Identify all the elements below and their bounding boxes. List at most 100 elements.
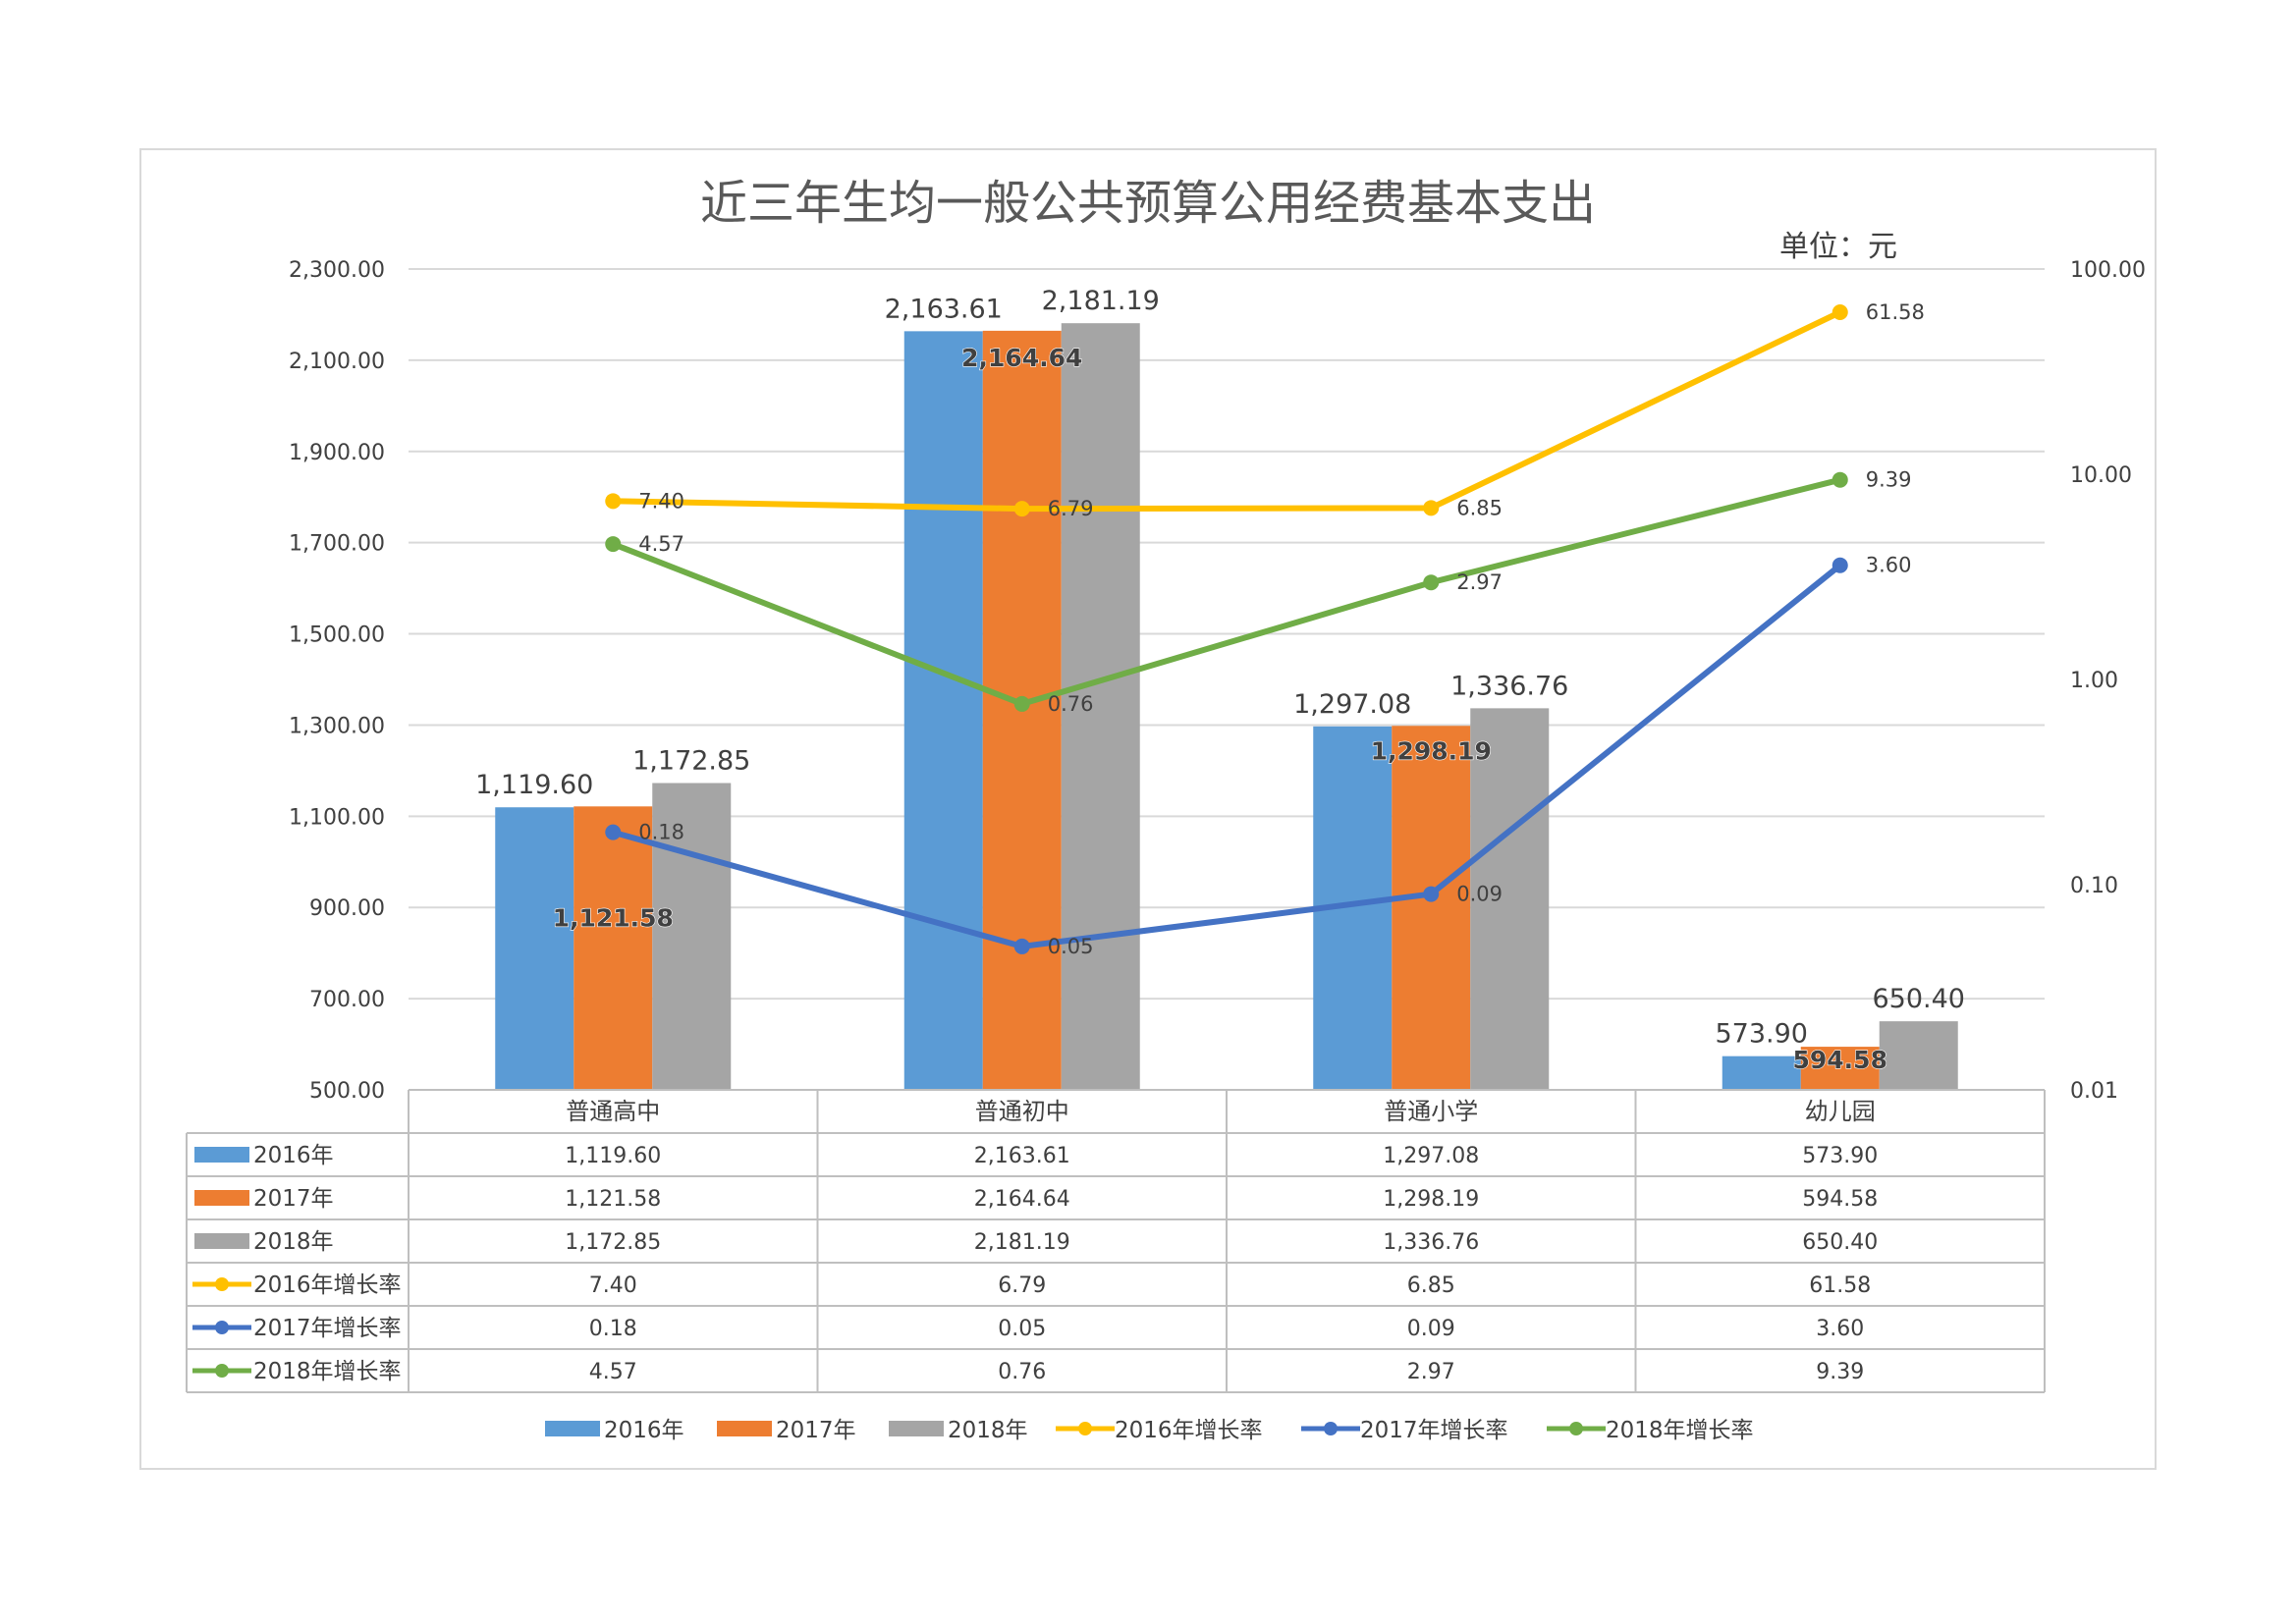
- y-left-tick-label: 700.00: [309, 988, 385, 1012]
- table-cell: 2,164.64: [974, 1187, 1070, 1212]
- y-left-tick-label: 900.00: [309, 896, 385, 921]
- table-cell: 1,336.76: [1383, 1230, 1479, 1255]
- category-label: 普通小学: [1384, 1098, 1478, 1125]
- bar-data-label: 1,119.60: [475, 770, 593, 800]
- legend-label: 2018年增长率: [1606, 1418, 1754, 1443]
- bar-data-label: 650.40: [1873, 984, 1965, 1014]
- table-cell: 1,172.85: [565, 1230, 661, 1255]
- line-data-label: 7.40: [638, 489, 684, 513]
- table-cell: 2,181.19: [974, 1230, 1070, 1255]
- table-legend-key: [215, 1364, 229, 1378]
- bar: [574, 806, 653, 1090]
- line-data-label: 4.57: [638, 532, 684, 556]
- line-data-label: 3.60: [1866, 554, 1912, 577]
- table-cell: 594.58: [1802, 1187, 1878, 1212]
- chart-title: 近三年生均一般公共预算公用经费基本支出: [700, 176, 1596, 231]
- legend-key: [1078, 1422, 1092, 1435]
- table-cell: 6.79: [998, 1273, 1046, 1298]
- table-cell: 0.18: [589, 1317, 637, 1341]
- bar-data-label: 594.58: [1793, 1046, 1887, 1074]
- y-right-tick-label: 10.00: [2070, 463, 2132, 488]
- table-series-name: 2016年: [253, 1143, 334, 1168]
- data-table: 普通高中 普通初中 普通小学 幼儿园 2016年 1,119.60 2,163.61 1,29…: [186, 1089, 2046, 1393]
- table-cell: 2,163.61: [974, 1144, 1070, 1168]
- bar-data-label: 1,121.58: [553, 903, 674, 932]
- bar: [1800, 1047, 1880, 1090]
- bar-data-label: 2,164.64: [961, 344, 1082, 372]
- table-cell: 4.57: [589, 1360, 637, 1384]
- line-point: [605, 824, 622, 840]
- line-data-label: 9.39: [1866, 468, 1912, 492]
- legend-label: 2016年: [604, 1418, 684, 1443]
- bar-data-label: 2,181.19: [1042, 286, 1160, 316]
- table-cell: 1,297.08: [1383, 1144, 1479, 1168]
- table-series-name: 2016年增长率: [253, 1272, 402, 1298]
- y-left-tick-label: 2,300.00: [289, 258, 385, 283]
- legend-label: 2017年: [776, 1418, 856, 1443]
- table-cell: 0.09: [1407, 1317, 1455, 1341]
- line-series: [610, 476, 1843, 707]
- table-legend-key: [215, 1321, 229, 1334]
- bar-data-label: 1,172.85: [632, 745, 750, 776]
- y-right-tick-label: 1.00: [2070, 669, 2118, 693]
- table-legend-key: [215, 1277, 229, 1291]
- unit-label: 单位：元: [1779, 230, 1897, 264]
- line-point: [1423, 574, 1440, 591]
- y-left-tick-label: 1,100.00: [289, 805, 385, 830]
- bar-data-label: 2,163.61: [885, 294, 1003, 324]
- y-left-tick-label: 1,900.00: [289, 441, 385, 465]
- table-cell: 0.76: [998, 1360, 1046, 1384]
- bar-data-label: 1,336.76: [1450, 671, 1568, 701]
- table-series-name: 2018年: [253, 1229, 334, 1255]
- table-cell: 1,119.60: [565, 1144, 661, 1168]
- y-left-tick-label: 500.00: [309, 1079, 385, 1104]
- category-label: 普通初中: [975, 1098, 1069, 1125]
- legend-key: [1324, 1422, 1338, 1435]
- line-point: [1013, 938, 1030, 954]
- table-cell: 650.40: [1802, 1230, 1878, 1255]
- table-series-name: 2017年: [253, 1186, 334, 1212]
- table-legend-key: [194, 1190, 249, 1206]
- line-data-label: 0.05: [1048, 935, 1094, 958]
- line-point: [1423, 500, 1440, 516]
- bar: [495, 807, 574, 1090]
- line-point: [1831, 471, 1848, 488]
- bar: [1392, 726, 1471, 1090]
- line-series: [610, 309, 1843, 513]
- y-right-tick-label: 100.00: [2070, 258, 2146, 283]
- y-right-tick-label: 0.01: [2070, 1079, 2118, 1104]
- y-left-tick-label: 1,700.00: [289, 532, 385, 557]
- line-series: [610, 562, 1843, 949]
- line-data-label: 6.85: [1456, 496, 1503, 519]
- legend-key: [545, 1421, 600, 1436]
- line-data-label: 2.97: [1456, 570, 1503, 594]
- line-point: [1831, 557, 1848, 573]
- bar: [903, 331, 983, 1090]
- y-right-tick-label: 0.10: [2070, 874, 2118, 898]
- table-legend-key: [194, 1233, 249, 1249]
- legend-label: 2016年增长率: [1115, 1418, 1263, 1443]
- line-point: [1013, 501, 1030, 517]
- line-point: [1831, 304, 1848, 321]
- line-point: [605, 493, 622, 510]
- y-left-tick-label: 1,300.00: [289, 714, 385, 738]
- table-cell: 1,298.19: [1383, 1187, 1479, 1212]
- bar-data-label: 573.90: [1716, 1019, 1808, 1050]
- category-label: 幼儿园: [1805, 1098, 1876, 1125]
- legend-key: [717, 1421, 772, 1436]
- line-point: [605, 536, 622, 553]
- data-labels: 1,119.60 2,163.61 1,297.08 573.90 1,121.58 2,…: [475, 286, 1965, 1074]
- bars: [495, 323, 1958, 1090]
- bar-data-label: 1,297.08: [1293, 689, 1411, 720]
- y-left-tick-label: 2,100.00: [289, 350, 385, 374]
- line-data-label: 61.58: [1866, 300, 1925, 324]
- table-cell: 61.58: [1809, 1273, 1871, 1298]
- bar: [1470, 708, 1550, 1090]
- line-data-label: 0.09: [1456, 883, 1503, 906]
- legend-key: [1569, 1422, 1583, 1435]
- table-legend-key: [194, 1147, 249, 1163]
- table-cell: 573.90: [1802, 1144, 1878, 1168]
- y-left-tick-label: 1,500.00: [289, 623, 385, 648]
- legend-label: 2017年增长率: [1360, 1418, 1508, 1443]
